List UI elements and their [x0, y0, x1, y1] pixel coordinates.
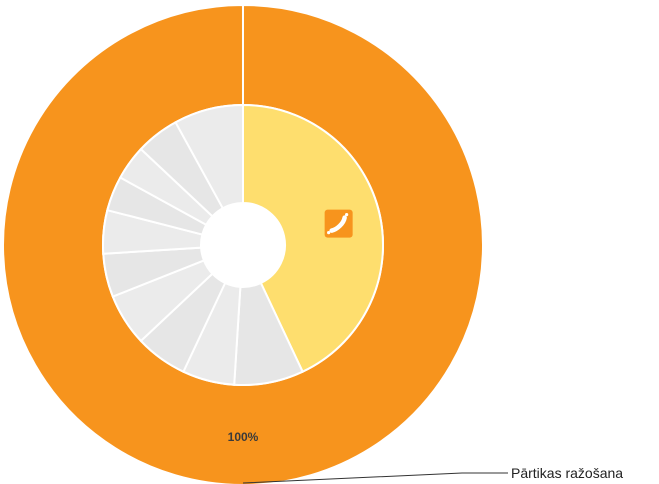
center-hole	[201, 203, 285, 287]
inner-ring-slice-11[interactable]	[174, 103, 244, 210]
slice-icon-layer	[324, 209, 353, 238]
outer-ring-leader-line	[242, 472, 508, 484]
outer-ring-category-label[interactable]: Pārtikas ražošana	[511, 465, 623, 481]
sausage-icon	[324, 209, 353, 238]
outer-ring-percent-label: 100%	[228, 430, 259, 444]
